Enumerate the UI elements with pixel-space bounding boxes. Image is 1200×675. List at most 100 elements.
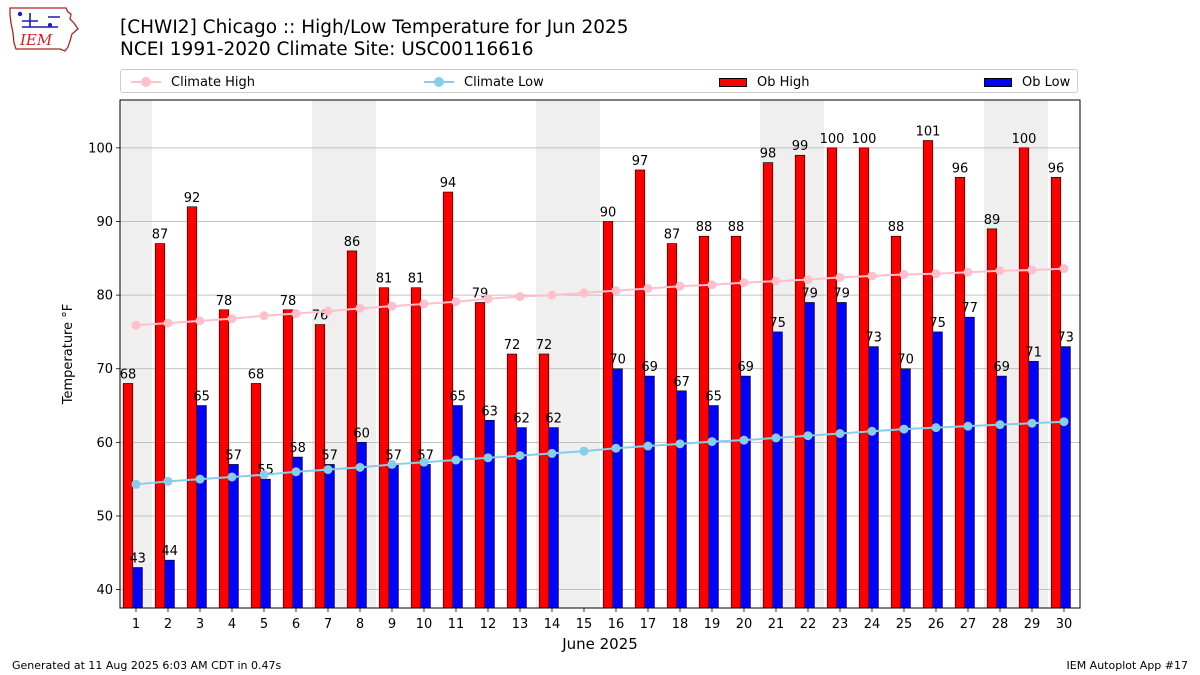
- ob-high-bar: [186, 206, 198, 609]
- climate-high-point: [643, 283, 653, 293]
- climate-high-point: [963, 267, 973, 277]
- weekend-band: [568, 100, 600, 608]
- x-tick-label: 15: [576, 617, 593, 632]
- ob-high-value-label: 88: [888, 220, 905, 235]
- x-tick-label: 14: [544, 617, 561, 632]
- climate-low-point: [547, 448, 557, 458]
- y-tick-label: 90: [96, 215, 113, 230]
- climate-low-point: [451, 455, 461, 465]
- y-tick-label: 60: [96, 436, 113, 451]
- ob-high-value-label: 90: [600, 205, 617, 220]
- x-tick-label: 11: [448, 617, 465, 632]
- ob-low-value-label: 67: [673, 375, 690, 390]
- ob-low-bar: [420, 464, 431, 609]
- ob-low-value-label: 75: [769, 316, 786, 331]
- climate-low-point: [1059, 417, 1069, 427]
- ob-high-bar: [986, 228, 998, 609]
- climate-high-point: [579, 288, 589, 298]
- climate-high-point: [195, 316, 205, 326]
- climate-low-point: [259, 470, 269, 480]
- x-tick-label: 19: [704, 617, 721, 632]
- ob-low-value-label: 44: [161, 544, 178, 559]
- ob-high-value-label: 87: [664, 228, 681, 243]
- ob-high-value-label: 81: [408, 272, 425, 287]
- ob-high-bar: [474, 302, 486, 609]
- ob-low-value-label: 79: [833, 286, 850, 301]
- ob-low-bar: [292, 456, 303, 609]
- ob-low-value-label: 57: [321, 448, 338, 463]
- climate-high-point: [707, 280, 717, 290]
- climate-low-point: [1027, 418, 1037, 428]
- ob-high-bar: [1018, 147, 1030, 609]
- x-tick-label: 8: [356, 617, 364, 632]
- ob-high-bar: [858, 147, 870, 609]
- climate-low-point: [515, 451, 525, 461]
- climate-high-point: [419, 299, 429, 309]
- legend-item-climate-low: Climate Low: [424, 70, 544, 94]
- x-tick-label: 9: [388, 617, 396, 632]
- ob-high-swatch: [719, 77, 747, 87]
- ob-high-value-label: 100: [820, 132, 845, 147]
- x-tick-label: 5: [260, 617, 268, 632]
- climate-high-point: [867, 271, 877, 281]
- ob-low-value-label: 62: [513, 412, 530, 427]
- ob-high-bar: [602, 221, 614, 609]
- ob-low-value-label: 79: [801, 286, 818, 301]
- ob-low-bar: [1060, 346, 1071, 609]
- climate-low-point: [995, 420, 1005, 430]
- ob-high-value-label: 100: [1012, 132, 1037, 147]
- ob-high-bar: [250, 383, 262, 609]
- ob-high-bar: [730, 235, 742, 609]
- ob-low-value-label: 43: [129, 552, 146, 567]
- plot-frame: [119, 99, 1081, 609]
- x-tick-label: 4: [228, 617, 236, 632]
- legend-label-climate-high: Climate High: [171, 74, 256, 90]
- climate-high-point: [611, 286, 621, 296]
- climate-high-point: [547, 290, 557, 300]
- ob-high-value-label: 97: [632, 154, 649, 169]
- ob-high-bar: [826, 147, 838, 609]
- ob-low-bar: [772, 331, 783, 609]
- ob-low-value-label: 70: [897, 353, 914, 368]
- climate-high-point: [675, 281, 685, 291]
- ob-low-swatch: [984, 77, 1012, 87]
- ob-low-bar: [484, 419, 495, 609]
- y-tick-label: 100: [88, 141, 113, 156]
- ob-low-bar: [900, 368, 911, 609]
- iowa-outline-icon: [9, 7, 79, 52]
- ob-low-bar: [324, 464, 335, 609]
- climate-high-point: [387, 301, 397, 311]
- climate-high-point: [771, 276, 781, 286]
- legend-label-ob-low: Ob Low: [1022, 74, 1071, 90]
- ob-high-bar: [506, 353, 518, 609]
- climate-high-point: [899, 269, 909, 279]
- legend-item-climate-high: Climate High: [131, 70, 255, 94]
- y-tick-label: 50: [96, 509, 113, 524]
- x-tick-label: 26: [928, 617, 945, 632]
- x-tick-label: 7: [324, 617, 332, 632]
- ob-high-value-label: 94: [440, 176, 457, 191]
- x-axis-label: June 2025: [561, 635, 638, 653]
- y-axis-label: Temperature °F: [61, 304, 76, 405]
- ob-high-bar: [762, 162, 774, 609]
- ob-low-value-label: 73: [1057, 331, 1074, 346]
- ob-low-value-label: 58: [289, 441, 306, 456]
- chart-title-line1: [CHWI2] Chicago :: High/Low Temperature …: [120, 17, 629, 38]
- ob-high-value-label: 89: [984, 213, 1001, 228]
- ob-low-bar: [836, 302, 847, 609]
- climate-low-point: [675, 439, 685, 449]
- climate-high-point: [355, 303, 365, 313]
- chart-title-line2: NCEI 1991-2020 Climate Site: USC00116616: [120, 39, 534, 60]
- climate-high-point: [803, 275, 813, 285]
- ob-low-bar: [388, 464, 399, 609]
- x-tick-label: 12: [480, 617, 497, 632]
- y-tick-label: 80: [96, 289, 113, 304]
- x-tick-label: 10: [416, 617, 433, 632]
- ob-high-bar: [1050, 177, 1062, 609]
- climate-high-point: [227, 314, 237, 324]
- app-label: IEM Autoplot App #17: [1066, 659, 1189, 672]
- ob-high-value-label: 87: [152, 228, 169, 243]
- climate-low-point: [131, 479, 141, 489]
- chart-title: [CHWI2] Chicago :: High/Low Temperature …: [120, 17, 629, 61]
- ob-low-value-label: 70: [609, 353, 626, 368]
